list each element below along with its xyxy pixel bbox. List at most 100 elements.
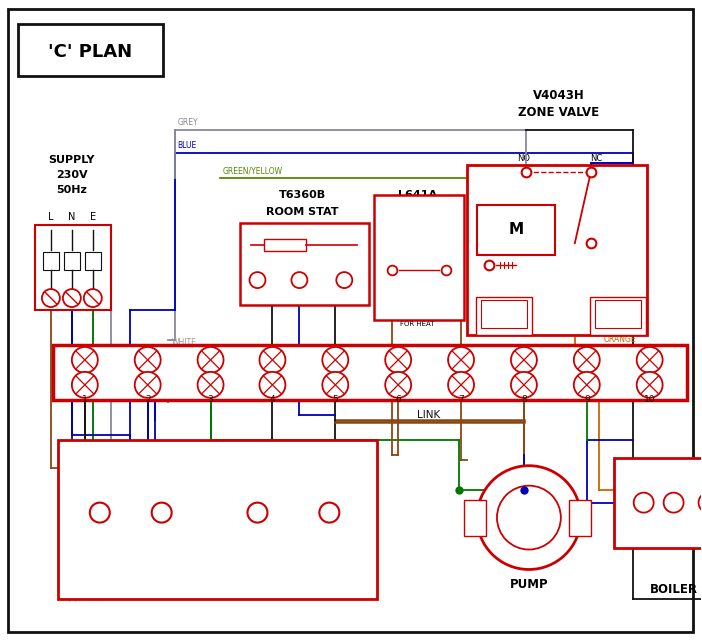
Text: 2: 2	[255, 288, 260, 297]
Text: 8: 8	[521, 395, 526, 404]
Circle shape	[291, 272, 307, 288]
Text: 5: 5	[333, 395, 338, 404]
Text: GREEN/YELLOW: GREEN/YELLOW	[223, 166, 283, 175]
Text: C: C	[599, 245, 604, 254]
Circle shape	[511, 347, 537, 373]
Circle shape	[322, 347, 348, 373]
Text: CYLINDER: CYLINDER	[386, 206, 448, 216]
Text: E: E	[90, 212, 96, 222]
Circle shape	[385, 372, 411, 398]
Bar	[590, 297, 646, 335]
Circle shape	[448, 372, 474, 398]
Text: 'C' PLAN: 'C' PLAN	[48, 42, 132, 60]
Text: NO: NO	[517, 154, 531, 163]
Text: WHITE: WHITE	[172, 338, 197, 347]
Circle shape	[336, 272, 352, 288]
Circle shape	[574, 372, 600, 398]
Text: L: L	[48, 212, 53, 222]
Circle shape	[72, 372, 98, 398]
Circle shape	[260, 347, 286, 373]
Text: * CONTACT CLOSED
MEANS CALLING
FOR HEAT: * CONTACT CLOSED MEANS CALLING FOR HEAT	[383, 305, 451, 327]
Bar	[477, 205, 555, 255]
Circle shape	[197, 372, 223, 398]
Circle shape	[497, 486, 561, 549]
Text: (c) DewyOz 2000: (c) DewyOz 2000	[68, 594, 128, 601]
Text: 9: 9	[584, 395, 590, 404]
Circle shape	[248, 503, 267, 522]
Text: N: N	[158, 531, 166, 540]
Text: BOILER: BOILER	[649, 583, 698, 596]
Text: C: C	[447, 279, 453, 288]
Bar	[467, 165, 647, 335]
Bar	[18, 24, 163, 76]
Bar	[64, 252, 80, 270]
Circle shape	[90, 503, 110, 522]
Text: 10: 10	[644, 395, 656, 404]
Bar	[614, 458, 702, 547]
Text: L: L	[97, 531, 102, 540]
Text: ZONE VALVE: ZONE VALVE	[518, 106, 600, 119]
Circle shape	[477, 466, 581, 569]
Text: BLUE: BLUE	[178, 142, 197, 151]
Text: 3*: 3*	[340, 288, 349, 297]
Circle shape	[634, 493, 654, 513]
Circle shape	[574, 347, 600, 373]
Bar	[569, 499, 591, 535]
Text: 1: 1	[297, 288, 302, 297]
Circle shape	[448, 347, 474, 373]
Circle shape	[637, 347, 663, 373]
Bar	[58, 440, 377, 599]
Bar	[85, 252, 101, 270]
Bar	[476, 297, 532, 335]
Bar	[595, 300, 641, 328]
Text: PUMP: PUMP	[510, 578, 548, 591]
Text: Rev1d: Rev1d	[352, 594, 374, 601]
Circle shape	[698, 493, 702, 513]
Text: ORANGE: ORANGE	[604, 335, 637, 344]
Text: STAT: STAT	[402, 222, 432, 232]
Circle shape	[63, 289, 81, 307]
Bar	[239, 223, 369, 305]
Circle shape	[249, 272, 265, 288]
Text: N: N	[68, 212, 76, 222]
Text: T6360B: T6360B	[279, 190, 326, 200]
Text: 4: 4	[270, 395, 275, 404]
Text: V4043H: V4043H	[533, 89, 585, 102]
Bar	[35, 225, 111, 310]
Text: 1: 1	[82, 395, 88, 404]
Circle shape	[319, 503, 339, 522]
Circle shape	[322, 372, 348, 398]
Text: SUPPLY
230V
50Hz: SUPPLY 230V 50Hz	[48, 155, 95, 195]
Circle shape	[72, 347, 98, 373]
Circle shape	[637, 372, 663, 398]
Circle shape	[42, 289, 60, 307]
Text: CH: CH	[251, 531, 265, 540]
Text: GREY: GREY	[178, 119, 198, 128]
Bar	[464, 499, 486, 535]
Circle shape	[663, 493, 684, 513]
Bar	[374, 196, 464, 320]
Text: N  E  L: N E L	[659, 513, 688, 522]
Text: 6: 6	[395, 395, 401, 404]
Text: N  E  L: N E L	[515, 508, 542, 517]
Bar	[481, 300, 527, 328]
Text: L641A: L641A	[397, 190, 437, 200]
Text: BROWN: BROWN	[464, 345, 473, 375]
Circle shape	[135, 347, 161, 373]
Circle shape	[135, 372, 161, 398]
Bar	[43, 252, 59, 270]
Text: LINK: LINK	[418, 410, 441, 420]
Circle shape	[197, 347, 223, 373]
Circle shape	[260, 372, 286, 398]
Text: 7: 7	[458, 395, 464, 404]
Text: 2: 2	[145, 395, 150, 404]
Text: 3: 3	[208, 395, 213, 404]
Text: M: M	[508, 222, 524, 237]
Circle shape	[385, 347, 411, 373]
Circle shape	[84, 289, 102, 307]
Text: ROOM STAT: ROOM STAT	[266, 207, 338, 217]
Bar	[265, 239, 306, 251]
Bar	[53, 345, 687, 400]
Text: TIME CONTROLLER: TIME CONTROLLER	[155, 560, 280, 573]
Circle shape	[511, 372, 537, 398]
